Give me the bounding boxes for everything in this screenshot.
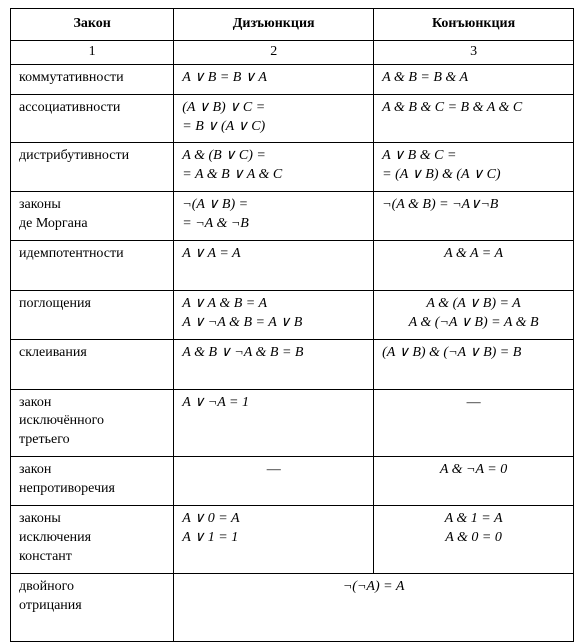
law-name: склеивания	[11, 339, 174, 389]
formula-merged: ¬(¬A) = A	[174, 573, 574, 642]
law-name: идемпотентности	[11, 241, 174, 291]
formula-disj: A ∨ ¬A = 1	[174, 389, 374, 457]
law-name: законнепротиворечия	[11, 457, 174, 506]
table-row: ассоциативности (A ∨ B) ∨ C == B ∨ (A ∨ …	[11, 94, 574, 143]
formula-disj: A ∨ A = A	[174, 241, 374, 291]
law-name: дистрибутивности	[11, 143, 174, 192]
formula-disj: A & B ∨ ¬A & B = B	[174, 339, 374, 389]
header-law: Закон	[11, 9, 174, 41]
formula-conj: —	[374, 389, 574, 457]
logic-laws-table: Закон Дизъюнкция Конъюнкция 1 2 3 коммут…	[10, 8, 574, 642]
law-name: законисключённоготретьего	[11, 389, 174, 457]
formula-conj: (A ∨ B) & (¬A ∨ B) = B	[374, 339, 574, 389]
table-row: законисключённоготретьего A ∨ ¬A = 1 —	[11, 389, 574, 457]
formula-conj: A & A = A	[374, 241, 574, 291]
table-row: идемпотентности A ∨ A = A A & A = A	[11, 241, 574, 291]
formula-disj: A ∨ A & B = AA ∨ ¬A & B = A ∨ B	[174, 290, 374, 339]
table-row: законыде Моргана ¬(A ∨ B) == ¬A & ¬B ¬(A…	[11, 192, 574, 241]
formula-conj: ¬(A & B) = ¬A∨¬B	[374, 192, 574, 241]
formula-disj: ¬(A ∨ B) == ¬A & ¬B	[174, 192, 374, 241]
subheader-3: 3	[374, 40, 574, 64]
header-conj: Конъюнкция	[374, 9, 574, 41]
law-name: коммутативности	[11, 64, 174, 94]
formula-disj: A ∨ 0 = AA ∨ 1 = 1	[174, 506, 374, 574]
law-name: поглощения	[11, 290, 174, 339]
table-row: коммутативности A ∨ B = B ∨ A A & B = B …	[11, 64, 574, 94]
formula-conj: A & ¬A = 0	[374, 457, 574, 506]
table-row: законнепротиворечия — A & ¬A = 0	[11, 457, 574, 506]
formula-conj: A & (A ∨ B) = AA & (¬A ∨ B) = A & B	[374, 290, 574, 339]
table-row: поглощения A ∨ A & B = AA ∨ ¬A & B = A ∨…	[11, 290, 574, 339]
table-row: дистрибутивности A & (B ∨ C) == A & B ∨ …	[11, 143, 574, 192]
table-row: склеивания A & B ∨ ¬A & B = B (A ∨ B) & …	[11, 339, 574, 389]
subheader-1: 1	[11, 40, 174, 64]
formula-conj: A ∨ B & C == (A ∨ B) & (A ∨ C)	[374, 143, 574, 192]
formula-disj: A & (B ∨ C) == A & B ∨ A & C	[174, 143, 374, 192]
formula-disj: —	[174, 457, 374, 506]
law-name: законыде Моргана	[11, 192, 174, 241]
formula-disj: A ∨ B = B ∨ A	[174, 64, 374, 94]
law-name: двойногоотрицания	[11, 573, 174, 642]
subheader-2: 2	[174, 40, 374, 64]
formula-disj: (A ∨ B) ∨ C == B ∨ (A ∨ C)	[174, 94, 374, 143]
header-disj: Дизъюнкция	[174, 9, 374, 41]
formula-conj: A & 1 = AA & 0 = 0	[374, 506, 574, 574]
law-name: законыисключенияконстант	[11, 506, 174, 574]
table-row: двойногоотрицания ¬(¬A) = A	[11, 573, 574, 642]
formula-conj: A & B = B & A	[374, 64, 574, 94]
law-name: ассоциативности	[11, 94, 174, 143]
table-row: законыисключенияконстант A ∨ 0 = AA ∨ 1 …	[11, 506, 574, 574]
table-subheader-row: 1 2 3	[11, 40, 574, 64]
table-header-row: Закон Дизъюнкция Конъюнкция	[11, 9, 574, 41]
formula-conj: A & B & C = B & A & C	[374, 94, 574, 143]
